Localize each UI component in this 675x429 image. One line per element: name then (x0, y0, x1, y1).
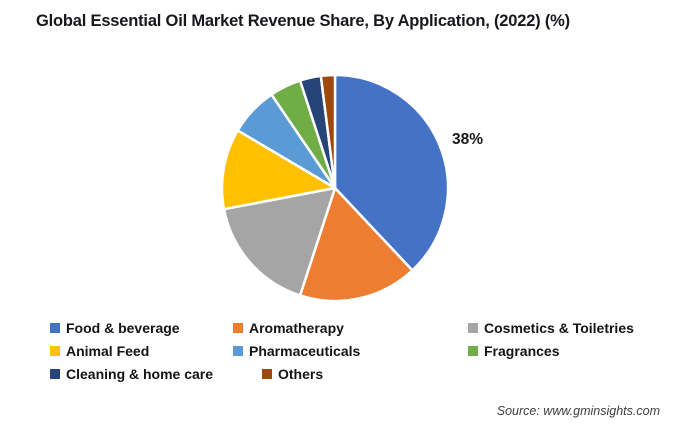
chart-title: Global Essential Oil Market Revenue Shar… (36, 12, 570, 30)
source-text: Source: www.gminsights.com (496, 404, 660, 418)
pie-slice-food-beverage (333, 73, 450, 272)
data-label-food-beverage: 38% (452, 131, 484, 148)
pie-slice-others (319, 73, 337, 190)
pie-slice-cosmetics-toiletries (222, 186, 337, 297)
pie-slice-aromatherapy (298, 186, 414, 303)
pie-slice-animal-feed (220, 129, 337, 211)
